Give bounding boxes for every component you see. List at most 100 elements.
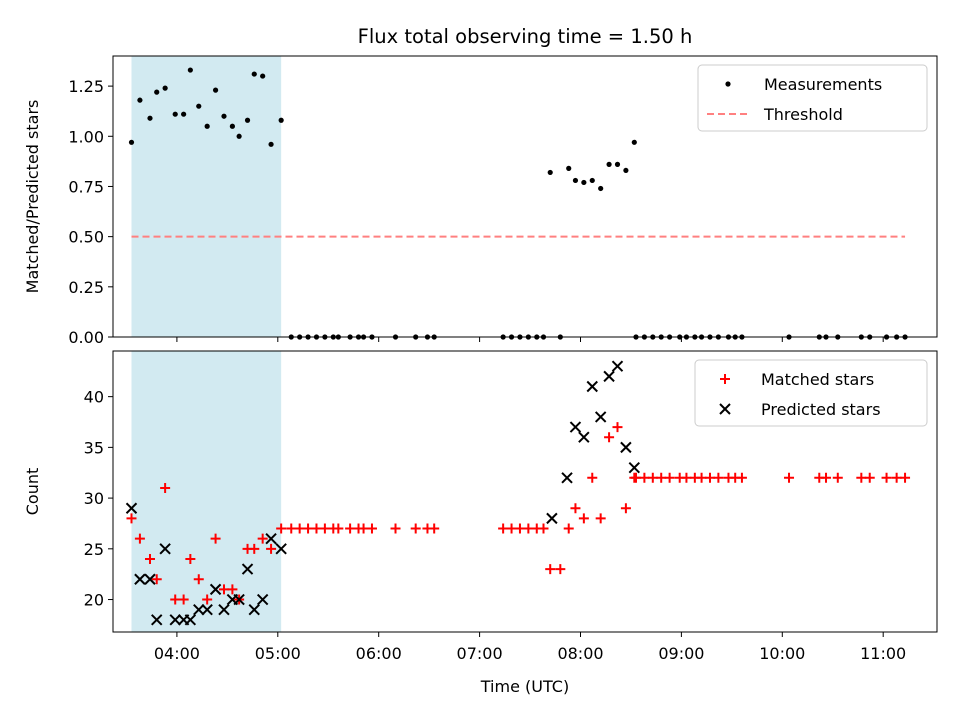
panel2-predicted-stars-point (209, 583, 222, 596)
panel2-matched-stars-point (620, 503, 631, 514)
panel2-matched-stars-point (227, 584, 238, 595)
panel2-matched-stars-point (587, 472, 598, 483)
panel2-matched-stars-point (144, 553, 155, 564)
x-tick-label: 10:00 (759, 644, 805, 663)
panel2-predicted-stars-point (256, 593, 269, 606)
panel1-measurements-point (221, 113, 227, 119)
panel2-matched-stars-point (266, 543, 277, 554)
panel1-legend-label: Measurements (764, 75, 882, 94)
panel2-matched-stars-point (249, 543, 260, 554)
panel1-measurements-point (162, 85, 168, 91)
panel1-measurements-point (581, 179, 587, 186)
panel2-predicted-stars-point (233, 593, 245, 606)
x-tick-label: 07:00 (457, 644, 503, 663)
panel2-matched-stars-point (612, 422, 623, 433)
panel1-legend (697, 64, 928, 132)
panel1-measurements-point (229, 123, 235, 129)
panel2-matched-stars-point (570, 503, 581, 514)
panel2-matched-stars-point (595, 513, 606, 524)
panel2-predicted-stars-point (218, 603, 230, 616)
panel1-measurements-point (244, 117, 251, 123)
panel2-y-tick-label: 40 (84, 388, 104, 407)
panel2-matched-stars-point (193, 574, 204, 585)
panel2-y-tick-label: 35 (84, 438, 104, 457)
panel2-matched-stars-point (134, 533, 145, 544)
panel2-y-tick-label: 25 (84, 540, 104, 559)
panel2-shaded-interval (131, 351, 282, 632)
panel2-predicted-stars-point (144, 573, 156, 585)
panel1-measurements-point (187, 67, 193, 73)
panel2-matched-stars-point (523, 523, 534, 534)
panel2-predicted-stars-point (586, 380, 598, 393)
x-tick-label: 09:00 (658, 644, 704, 663)
panel2-matched-stars-point (218, 584, 229, 595)
panel2-matched-stars-point (538, 523, 549, 534)
panel1-measurements-point (212, 87, 219, 93)
panel2-matched-stars-point (185, 553, 196, 564)
panel2-matched-stars-point (160, 482, 171, 493)
panel2-matched-stars-point (303, 523, 314, 534)
panel2-matched-stars-point (178, 594, 189, 605)
panel2-predicted-stars-point (275, 543, 287, 555)
x-tick-label: 11:00 (860, 644, 906, 663)
panel2-legend-label: Predicted stars (761, 400, 881, 419)
panel2-matched-stars-point (358, 523, 369, 534)
panel2-predicted-stars-point (201, 603, 213, 616)
panel2-matched-stars-point (563, 523, 574, 534)
panel1-y-tick-label: 1.00 (68, 127, 104, 146)
panel1-measurements-point (606, 161, 612, 167)
panel1-y-axis-label: Matched/Predicted stars (23, 100, 42, 294)
panel2-predicted-stars-point (611, 360, 624, 372)
panel2-matched-stars-point (151, 574, 162, 585)
panel2-matched-stars-point (664, 472, 675, 483)
panel2-legend-swatch (720, 374, 730, 384)
panel1-measurements-point (278, 117, 284, 123)
panel2-matched-stars-point (311, 523, 322, 534)
panel2-matched-stars-point (736, 472, 747, 483)
panel2-predicted-stars-point (628, 461, 641, 474)
panel1-y-tick-label: 1.25 (68, 77, 104, 96)
panel2-predicted-stars-point (265, 532, 277, 545)
chart-title: Flux total observing time = 1.50 h (358, 25, 693, 48)
panel2-matched-stars-point (319, 523, 330, 534)
panel1-measurements-point (572, 177, 579, 184)
panel2-matched-stars-point (604, 432, 615, 443)
panel2-matched-stars-point (713, 472, 724, 483)
panel2-matched-stars-point (647, 472, 658, 483)
panel1-measurements-point (268, 141, 274, 147)
panel2-matched-stars-point (429, 523, 440, 534)
panel2-matched-stars-point (856, 472, 867, 483)
x-tick-label: 05:00 (255, 644, 301, 663)
panel1-legend-label: Threshold (763, 105, 843, 124)
panel1-measurements-point (204, 123, 210, 129)
panel2-matched-stars-point (881, 472, 892, 483)
panel1-measurements-point (172, 111, 178, 117)
panel2-matched-stars-point (390, 523, 401, 534)
panel2-predicted-stars-point (603, 370, 615, 383)
panel2-matched-stars-point (832, 472, 843, 483)
panel2-matched-stars-point (202, 594, 213, 605)
x-tick-label: 04:00 (154, 644, 200, 663)
panel2-predicted-stars-point (169, 614, 181, 626)
panel2-matched-stars-point (704, 472, 715, 483)
panel2-matched-stars-point (345, 523, 356, 534)
panel1-shaded-interval (131, 56, 282, 337)
panel2-matched-stars-point (639, 472, 650, 483)
panel2-matched-stars-point (410, 523, 421, 534)
panel2-predicted-stars-point (151, 614, 163, 626)
panel2-matched-stars-point (333, 523, 344, 534)
panel2-matched-stars-point (514, 523, 525, 534)
panel1-measurements-point (566, 165, 572, 171)
panel1-legend-swatch (725, 81, 731, 87)
panel2-matched-stars-point (545, 564, 556, 575)
panel2-matched-stars-point (126, 513, 137, 524)
panel1-measurements-point (137, 97, 143, 103)
panel2-matched-stars-point (170, 594, 181, 605)
panel2-matched-stars-point (366, 523, 377, 534)
panel1-measurements-point (614, 161, 621, 167)
panel1-y-tick-label: 0.25 (68, 278, 104, 297)
panel2-matched-stars-point (821, 472, 832, 483)
panel1-measurements-point (128, 139, 135, 145)
panel1-measurements-point (589, 177, 595, 184)
